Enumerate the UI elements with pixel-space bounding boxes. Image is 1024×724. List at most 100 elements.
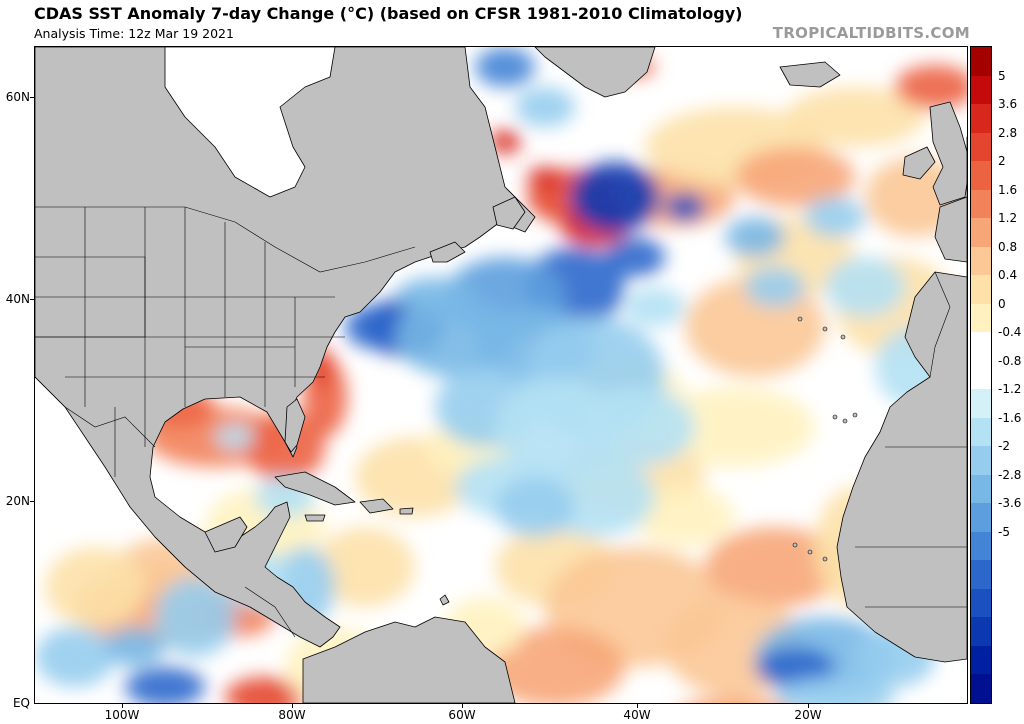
anomaly-blob [495,377,615,477]
anomaly-blob [495,477,575,537]
newfoundland-land [492,196,526,230]
anomaly-blob [45,547,145,627]
colorbar-label: 2.8 [998,125,1018,140]
anomaly-blob [485,627,625,703]
anomaly-blob [515,87,575,127]
hudson-bay [164,47,336,198]
colorbar-swatch [971,360,991,390]
anomaly-blob [625,287,685,327]
colorbar-swatch [971,161,991,191]
colorbar-label: 1.6 [998,182,1018,197]
small-island [840,334,846,340]
colorbar-swatch [971,47,991,77]
anomaly-blob [225,677,305,703]
colorbar-swatch [971,218,991,248]
anomaly-blob [475,47,535,87]
colorbar-swatch [971,303,991,333]
anomaly-blob [655,387,815,467]
cuba-land [274,471,356,506]
colorbar-swatch [971,75,991,105]
lat-tick [30,501,34,502]
analysis-time: Analysis Time: 12z Mar 19 2021 [34,26,234,41]
colorbar-label: 2 [998,154,1006,169]
lon-tick [122,704,123,708]
anomaly-blob [35,627,115,687]
anomaly-blob [345,305,405,349]
anomaly-blob [895,65,967,109]
anomaly-blob [725,217,785,257]
colorbar-label: 5 [998,68,1006,83]
colorbar-swatch [971,417,991,447]
anomaly-blob [527,167,563,187]
ireland-land [902,146,936,180]
anomaly-blob [635,487,735,547]
anomaly-blob [605,237,665,277]
canary-island [852,412,858,418]
colorbar-swatch [971,275,991,305]
anomaly-blob [805,197,865,237]
lat-tick [30,299,34,300]
colorbar-swatch [971,503,991,533]
anomaly-blob [245,412,325,482]
anomaly-blob [755,647,835,687]
nova-scotia-land [429,241,466,263]
lat-tick [30,97,34,98]
colorbar-label: -2 [998,439,1010,454]
lon-label-60w: 60W [448,708,476,722]
lon-label-20w: 20W [794,708,822,722]
colorbar-label: 0 [998,296,1006,311]
lon-label-80w: 80W [278,708,306,722]
florida-peninsula [284,398,306,453]
colorbar-swatch [971,104,991,134]
small-island [792,542,798,548]
france-spain-land [934,196,967,263]
anomaly-blob [665,193,705,221]
lon-tick [292,704,293,708]
south-america-land [302,616,516,703]
colorbar-swatch [971,189,991,219]
colorbar-label: 3.6 [998,97,1018,112]
greenland-land [534,47,656,98]
source-credit: TROPICALTIDBITS.COM [772,24,970,42]
political-borders [35,206,967,638]
colorbar-label: -0.8 [998,353,1022,368]
colorbar-label: -3.6 [998,496,1022,511]
europe-africa-land [836,136,967,663]
anomaly-blob [745,267,805,307]
lat-label-20n: 20N [5,494,30,508]
sst-map [35,47,967,703]
jamaica-land [304,514,326,522]
colorbar-label: 1.2 [998,211,1018,226]
iberia-border [929,271,951,378]
lat-label-60n: 60N [5,90,30,104]
britain-land [929,101,967,206]
colorbar-swatch [971,674,991,703]
colorbar-label: -1.6 [998,410,1022,425]
lesser-antilles-land [439,594,450,606]
colorbar-label: -1.2 [998,382,1022,397]
anomaly-blob [705,527,845,607]
lon-tick [808,704,809,708]
colorbar-label: 0.4 [998,268,1018,283]
colorbar-swatch [971,246,991,276]
colorbar-swatch [971,474,991,504]
central-america-border [244,586,296,638]
yucatan-land [204,516,248,553]
anomaly-blob [570,162,660,232]
anomaly-blob [215,425,255,449]
puerto-rico-land [399,507,414,515]
colorbar-label: -2.8 [998,467,1022,482]
colorbar-swatch [971,617,991,647]
colorbar-swatch [971,588,991,618]
map-title: CDAS SST Anomaly 7-day Change (°C) (base… [34,4,743,23]
us-mexico-border [35,376,156,448]
colorbar-swatch [971,446,991,476]
anomaly-blob [692,697,778,703]
anomaly-blob [155,577,235,657]
colorbar-swatch [971,132,991,162]
colorbar-label: -5 [998,524,1010,539]
anomaly-blob [105,627,165,667]
lat-label-eq: EQ [12,696,30,710]
lon-tick [637,704,638,708]
lat-label-40n: 40N [5,292,30,306]
